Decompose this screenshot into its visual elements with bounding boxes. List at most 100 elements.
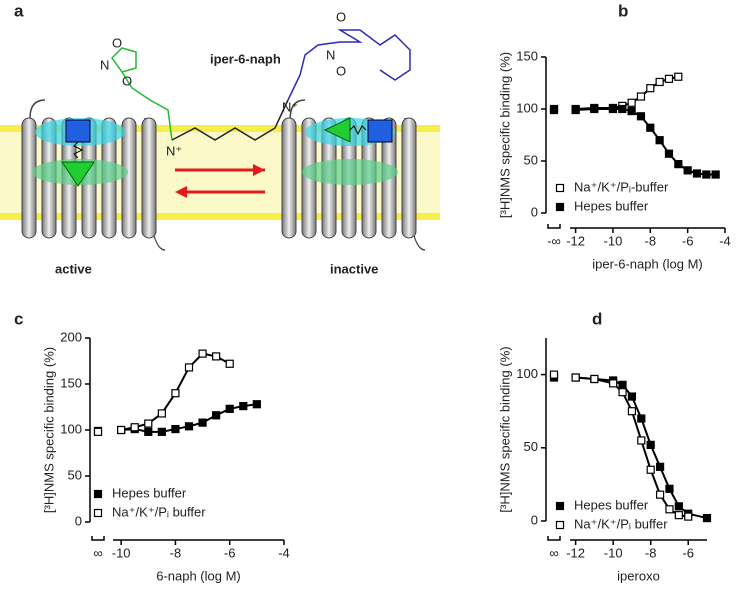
x-tick-label: -4 xyxy=(278,545,290,560)
data-point xyxy=(683,166,692,175)
x-axis-label: 6-naph (log M) xyxy=(156,568,241,583)
x-tick-label: -6 xyxy=(682,545,694,560)
data-point xyxy=(646,123,655,132)
y-axis-label: [³H]NMS specific binding (%) xyxy=(497,346,512,512)
data-point xyxy=(636,92,646,101)
data-point xyxy=(646,465,655,474)
data-point xyxy=(590,104,599,114)
y-tick-label: 0 xyxy=(75,513,82,528)
x-tick-label: -10 xyxy=(112,545,131,560)
fit-line xyxy=(575,75,679,110)
y-tick-label: 100 xyxy=(60,421,82,436)
x-tick-label: -8 xyxy=(170,545,182,560)
y-tick-label: 50 xyxy=(524,152,538,167)
diagram: a active xyxy=(0,1,440,276)
x-axis-break xyxy=(91,536,105,541)
data-point xyxy=(674,511,683,520)
y-tick-label: 200 xyxy=(60,329,82,344)
y-axis-label: [³H]NMS specific binding (%) xyxy=(41,347,56,513)
data-point xyxy=(117,425,126,435)
data-point xyxy=(184,363,194,372)
ligand-name: iper-6-naph xyxy=(210,51,281,66)
x-axis-break xyxy=(547,224,561,229)
data-point xyxy=(664,74,674,83)
atom: O xyxy=(336,63,346,78)
data-point xyxy=(571,373,580,382)
data-point xyxy=(655,136,664,145)
membrane-edge xyxy=(0,125,440,132)
atom: O xyxy=(122,73,132,88)
y-tick-label: 50 xyxy=(68,467,82,482)
data-point xyxy=(684,512,693,521)
structure xyxy=(111,29,411,141)
y-tick-label: 100 xyxy=(516,366,538,381)
y-tick-label: 0 xyxy=(531,512,538,527)
x-tick-label: -6 xyxy=(682,233,694,248)
x-axis-label: iper-6-naph (log M) xyxy=(592,256,703,271)
data-point xyxy=(198,349,207,358)
data-point xyxy=(618,104,627,114)
data-point xyxy=(618,380,627,389)
legend-marker xyxy=(555,202,565,212)
legend-label: Hepes buffer xyxy=(112,485,187,500)
data-point xyxy=(171,424,180,434)
legend-marker xyxy=(555,520,565,530)
data-point xyxy=(618,388,627,397)
break-label: -∞ xyxy=(547,233,561,248)
atom: N⁺ xyxy=(282,99,298,114)
legend-label: Hepes buffer xyxy=(574,198,649,213)
receptor-inactive xyxy=(281,99,426,251)
data-point xyxy=(225,359,234,368)
data-point xyxy=(144,427,153,436)
x-tick-label: -8 xyxy=(645,545,657,560)
data-point xyxy=(702,170,711,179)
y-tick-label: 150 xyxy=(516,48,538,63)
legend-marker xyxy=(555,501,565,511)
data-point xyxy=(655,77,664,87)
data-point xyxy=(590,374,599,384)
data-point xyxy=(239,401,248,411)
state-label: active xyxy=(55,261,92,276)
data-point xyxy=(664,149,674,158)
y-tick-label: 0 xyxy=(531,204,538,219)
data-point xyxy=(711,170,720,179)
break-label: ∞ xyxy=(93,545,102,560)
data-point xyxy=(636,112,646,121)
data-point xyxy=(198,418,207,427)
data-point xyxy=(665,505,674,514)
data-point xyxy=(674,160,683,169)
panel-label: a xyxy=(14,1,24,20)
data-point xyxy=(93,427,103,436)
y-tick-label: 150 xyxy=(60,375,82,390)
y-axis-label: [³H]NMS specific binding (%) xyxy=(497,52,512,218)
data-point xyxy=(692,169,702,178)
break-label: ∞ xyxy=(549,545,558,560)
data-point xyxy=(225,404,234,413)
legend-label: Na⁺/K⁺/Pᵢ-buffer xyxy=(574,179,669,194)
y-tick-label: 100 xyxy=(516,100,538,115)
membrane-edge xyxy=(0,213,440,220)
data-point xyxy=(627,106,636,116)
data-point xyxy=(646,440,655,449)
data-point xyxy=(157,427,166,436)
receptor-active xyxy=(21,99,166,251)
x-tick-label: -6 xyxy=(224,545,236,560)
data-point xyxy=(655,490,665,499)
x-tick-label: -10 xyxy=(604,545,623,560)
data-point xyxy=(549,105,559,115)
data-point xyxy=(665,484,674,493)
legend-label: Na⁺/K⁺/Pᵢ buffer xyxy=(112,504,206,519)
data-point xyxy=(627,392,637,401)
data-point xyxy=(608,104,618,114)
data-point xyxy=(674,72,683,81)
x-axis-label: iperoxo xyxy=(617,568,660,583)
data-point xyxy=(549,370,559,379)
atom: N xyxy=(326,47,335,62)
panel-label: c xyxy=(14,309,23,328)
x-tick-label: -10 xyxy=(604,233,623,248)
legend-marker xyxy=(555,183,565,193)
atom: N xyxy=(100,57,109,72)
data-point xyxy=(171,389,180,398)
atom: N⁺ xyxy=(166,143,182,158)
